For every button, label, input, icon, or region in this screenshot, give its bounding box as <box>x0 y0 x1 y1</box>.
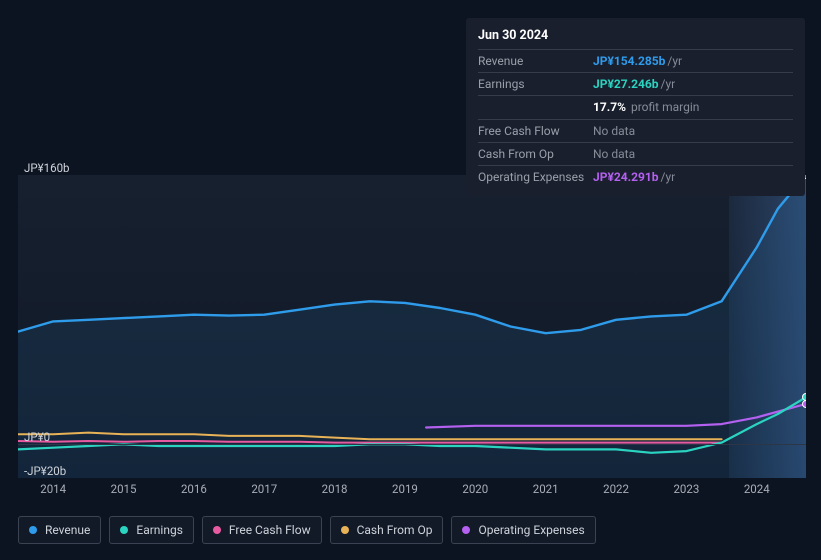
legend-label: Earnings <box>136 523 183 537</box>
x-axis-label: 2021 <box>533 482 559 496</box>
tooltip-row-label: Cash From Op <box>478 146 593 162</box>
x-axis: 2014 2015 2016 2017 2018 2019 2020 2021 2022 2023… <box>18 482 806 502</box>
x-axis-label: 2020 <box>462 482 488 496</box>
legend-dot-icon <box>341 526 349 534</box>
legend-dot-icon <box>29 526 37 534</box>
chart-lines <box>18 175 806 478</box>
tooltip-row-value: No data <box>593 123 635 139</box>
tooltip-row-value: JP¥24.291b/yr <box>593 169 675 185</box>
data-tooltip: Jun 30 2024 RevenueJP¥154.285b/yrEarning… <box>466 18 805 196</box>
tooltip-row: Free Cash FlowNo data <box>478 120 793 143</box>
tooltip-subline: 17.7% profit margin <box>478 96 793 119</box>
y-axis-label: JP¥160b <box>24 161 70 175</box>
legend-dot-icon <box>213 526 221 534</box>
y-axis-label: JP¥0 <box>24 430 50 444</box>
tooltip-row-label: Free Cash Flow <box>478 123 593 139</box>
y-axis-label: -JP¥20b <box>24 464 66 478</box>
tooltip-row-value: No data <box>593 146 635 162</box>
legend-label: Free Cash Flow <box>229 523 311 537</box>
x-axis-label: 2022 <box>603 482 629 496</box>
tooltip-date: Jun 30 2024 <box>478 24 793 50</box>
legend-item[interactable]: Cash From Op <box>330 516 444 544</box>
x-axis-label: 2014 <box>40 482 66 496</box>
x-axis-label: 2018 <box>322 482 348 496</box>
plot-area <box>18 175 806 478</box>
zero-line <box>18 444 806 445</box>
x-axis-label: 2017 <box>251 482 277 496</box>
legend-label: Cash From Op <box>357 523 433 537</box>
legend-item[interactable]: Operating Expenses <box>451 516 595 544</box>
tooltip-row-label: Operating Expenses <box>478 169 593 185</box>
tooltip-row-label: Earnings <box>478 76 593 92</box>
x-axis-label: 2024 <box>744 482 770 496</box>
tooltip-row-value: JP¥27.246b/yr <box>593 76 675 92</box>
chart-plot[interactable] <box>18 175 806 478</box>
legend-item[interactable]: Revenue <box>18 516 101 544</box>
legend-item[interactable]: Free Cash Flow <box>202 516 322 544</box>
legend-dot-icon <box>462 526 470 534</box>
legend-item[interactable]: Earnings <box>109 516 194 544</box>
tooltip-row: Operating ExpensesJP¥24.291b/yr <box>478 166 793 188</box>
tooltip-row-label: Revenue <box>478 53 593 69</box>
tooltip-row: RevenueJP¥154.285b/yr <box>478 50 793 73</box>
legend-dot-icon <box>120 526 128 534</box>
legend-label: Revenue <box>45 523 90 537</box>
x-axis-label: 2023 <box>673 482 699 496</box>
series-end-marker <box>802 400 806 408</box>
tooltip-row: EarningsJP¥27.246b/yr <box>478 73 793 96</box>
x-axis-label: 2019 <box>392 482 418 496</box>
x-axis-label: 2015 <box>111 482 137 496</box>
chart-legend: Revenue Earnings Free Cash Flow Cash From O… <box>18 516 596 544</box>
tooltip-row-value: JP¥154.285b/yr <box>593 53 682 69</box>
tooltip-row: Cash From OpNo data <box>478 143 793 166</box>
x-axis-label: 2016 <box>181 482 207 496</box>
legend-label: Operating Expenses <box>478 523 584 537</box>
